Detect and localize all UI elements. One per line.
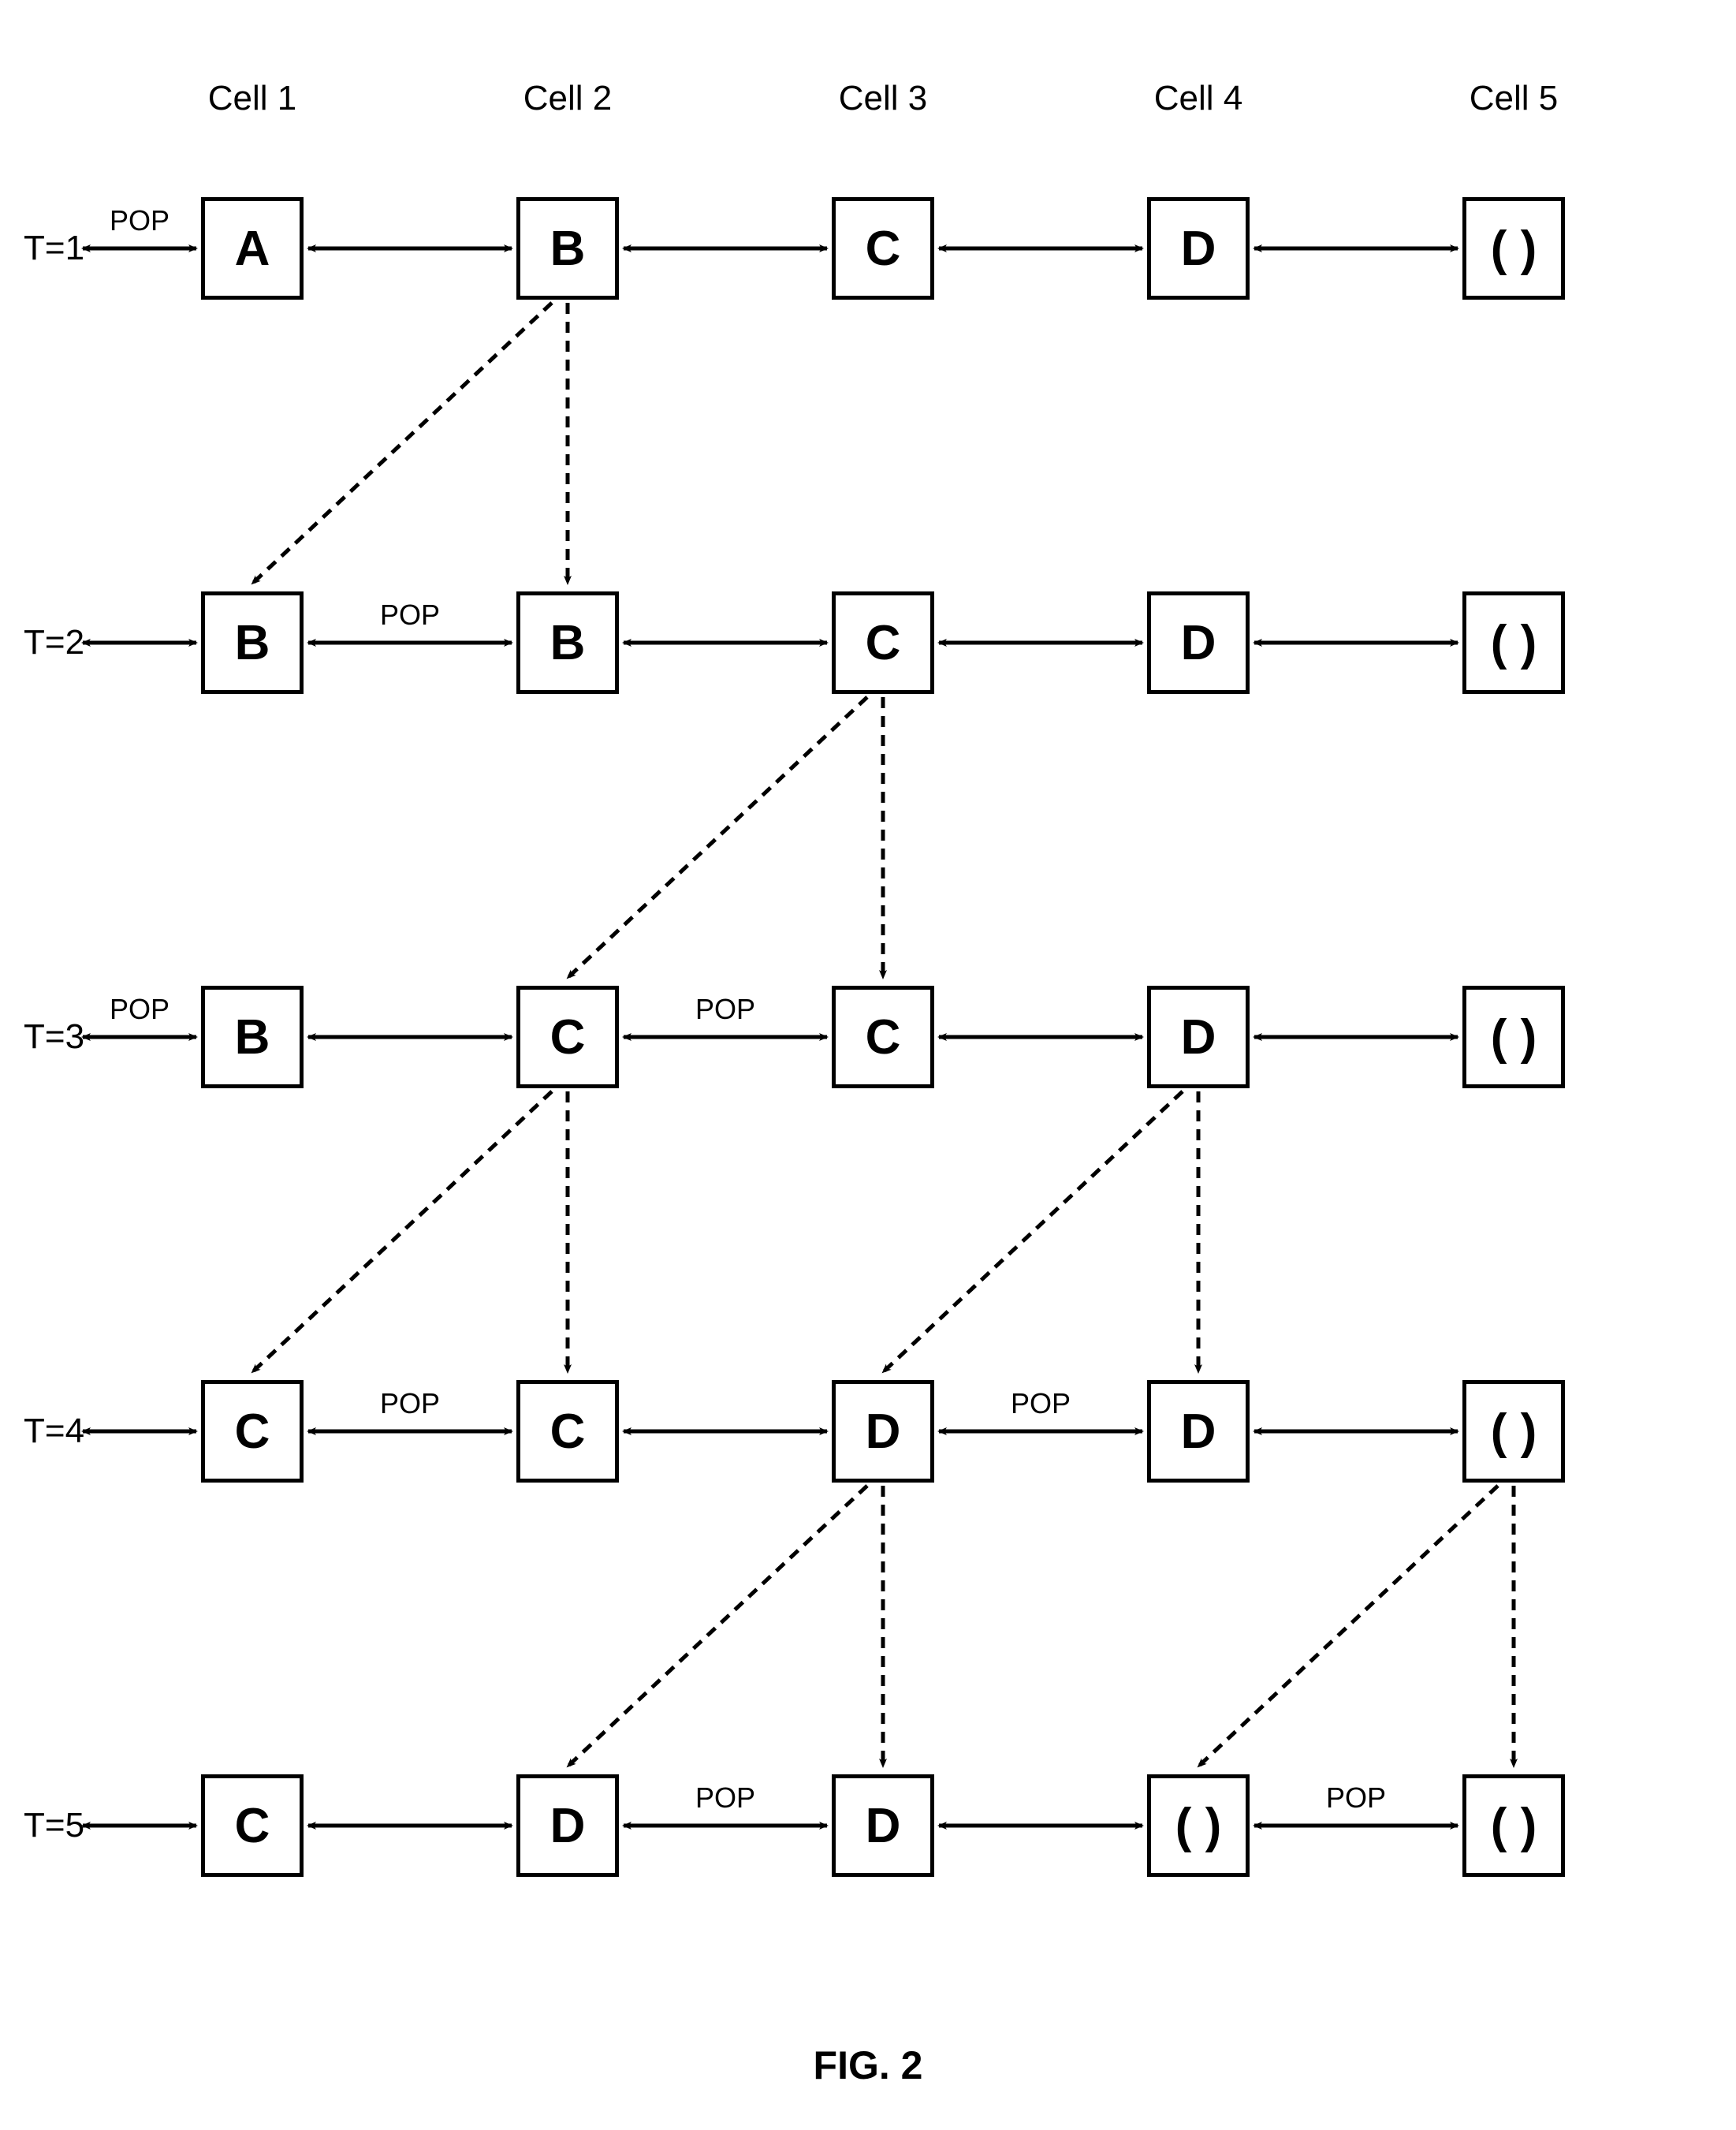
column-header: Cell 3: [839, 79, 928, 118]
cell-box: C: [201, 1380, 304, 1483]
cell-box: D: [1147, 986, 1250, 1088]
column-header: Cell 4: [1154, 79, 1243, 118]
pop-label: POP: [110, 204, 170, 237]
column-header: Cell 2: [523, 79, 613, 118]
cell-box: ( ): [1462, 1774, 1565, 1877]
row-label: T=2: [24, 623, 84, 662]
cell-box: ( ): [1462, 197, 1565, 300]
cell-box: A: [201, 197, 304, 300]
cell-box: D: [832, 1380, 934, 1483]
cell-box: B: [516, 591, 619, 694]
pop-label: POP: [110, 993, 170, 1026]
cell-box: D: [1147, 591, 1250, 694]
cell-box: D: [516, 1774, 619, 1877]
cell-box: ( ): [1147, 1774, 1250, 1877]
pop-label: POP: [380, 1387, 440, 1420]
cell-box: B: [201, 591, 304, 694]
cell-box: D: [1147, 1380, 1250, 1483]
diagram-canvas: Cell 1 Cell 2 Cell 3 Cell 4 Cell 5 T=1 A B C D ( )…: [0, 0, 1736, 2130]
cell-box: D: [1147, 197, 1250, 300]
cell-box: C: [832, 591, 934, 694]
cell-box: C: [832, 197, 934, 300]
cell-box: D: [832, 1774, 934, 1877]
cell-box: C: [832, 986, 934, 1088]
cell-box: C: [516, 1380, 619, 1483]
pop-label: POP: [1011, 1387, 1071, 1420]
cell-box: ( ): [1462, 1380, 1565, 1483]
pop-label: POP: [1326, 1781, 1386, 1815]
row-label: T=3: [24, 1017, 84, 1057]
column-header: Cell 1: [208, 79, 297, 118]
row-label: T=5: [24, 1806, 84, 1845]
pop-label: POP: [695, 1781, 755, 1815]
row-label: T=4: [24, 1412, 84, 1451]
row-label: T=1: [24, 229, 84, 268]
figure-caption: FIG. 2: [814, 2042, 923, 2088]
column-header: Cell 5: [1470, 79, 1559, 118]
cell-box: C: [516, 986, 619, 1088]
cell-box: C: [201, 1774, 304, 1877]
pop-label: POP: [695, 993, 755, 1026]
pop-label: POP: [380, 599, 440, 632]
cell-box: B: [201, 986, 304, 1088]
cell-box: B: [516, 197, 619, 300]
cell-box: ( ): [1462, 591, 1565, 694]
cell-box: ( ): [1462, 986, 1565, 1088]
